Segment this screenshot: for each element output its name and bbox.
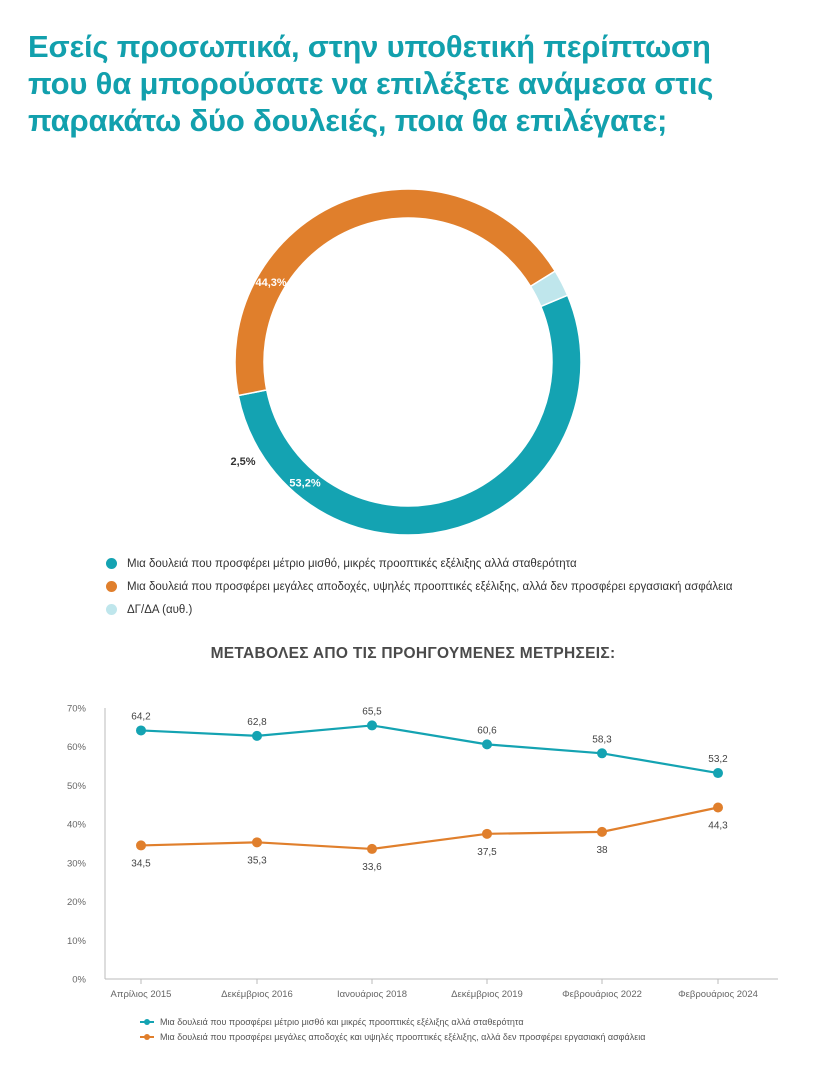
line-chart: 0% 10% 20% 30% 40% 50% 60% 70% Απρίλιος 2015 Δεκέ…	[67, 704, 778, 1000]
legend-label: Μια δουλειά που προσφέρει μέτριο μισθό κ…	[160, 1016, 524, 1027]
legend-dot-teal	[106, 558, 117, 569]
data-point	[136, 725, 146, 736]
data-point	[136, 840, 146, 851]
legend-label: Μια δουλειά που προσφέρει μεγάλες αποδοχ…	[127, 580, 733, 593]
legend-marker-teal	[140, 1018, 154, 1026]
data-point	[597, 826, 607, 837]
donut-data-label: 44,3%	[256, 277, 287, 289]
x-tick-label: Φεβρουάριος 2024	[678, 989, 758, 1000]
title-line: Εσείς προσωπικά, στην υποθετική περίπτωσ…	[28, 29, 711, 64]
x-tick-label: Φεβρουάριος 2022	[562, 989, 642, 1000]
series-line	[140, 806, 719, 851]
line-legend-item: Μια δουλειά που προσφέρει μεγάλες αποδοχ…	[140, 1029, 645, 1044]
data-point	[482, 739, 492, 750]
y-tick-label: 40%	[67, 820, 87, 831]
y-tick-label: 0%	[72, 975, 86, 986]
data-label: 37,5	[477, 847, 497, 858]
donut-legend-item: ΔΓ/ΔΑ (αυθ.)	[106, 598, 732, 621]
y-tick-label: 70%	[67, 704, 87, 715]
x-tick-label: Ιανουάριος 2018	[337, 989, 407, 1000]
legend-label: Μια δουλειά που προσφέρει μέτριο μισθό, …	[127, 557, 577, 570]
donut-slice	[529, 270, 569, 308]
legend-label: Μια δουλειά που προσφέρει μεγάλες αποδοχ…	[160, 1031, 646, 1042]
series-line	[140, 724, 719, 775]
y-tick-label: 60%	[67, 742, 87, 753]
data-point	[252, 730, 262, 741]
title-line: που θα μπορούσατε να επιλέξετε ανάμεσα σ…	[28, 66, 714, 101]
data-label: 65,5	[362, 706, 382, 717]
data-point	[482, 828, 492, 839]
donut-chart: 53,2% 44,3% 2,5%	[230, 188, 582, 536]
data-label: 34,5	[131, 858, 151, 869]
data-point	[367, 843, 377, 854]
data-label: 33,6	[362, 862, 382, 873]
data-label: 58,3	[592, 734, 612, 745]
line-chart-title: ΜΕΤΑΒΟΛΕΣ ΑΠΟ ΤΙΣ ΠΡΟΗΓΟΥΜΕΝΕΣ ΜΕΤΡΗΣΕΙΣ…	[210, 645, 616, 662]
x-tick-label: Απρίλιος 2015	[111, 989, 172, 1000]
data-point	[367, 720, 377, 731]
line-legend-item: Μια δουλειά που προσφέρει μέτριο μισθό κ…	[140, 1014, 645, 1029]
data-label: 60,6	[477, 725, 497, 736]
y-tick-label: 10%	[67, 936, 87, 947]
data-point	[713, 768, 723, 779]
line-legend: Μια δουλειά που προσφέρει μέτριο μισθό κ…	[140, 1014, 645, 1044]
donut-legend: Μια δουλειά που προσφέρει μέτριο μισθό, …	[106, 552, 732, 621]
y-tick-label: 20%	[67, 897, 87, 908]
title-line: παρακάτω δύο δουλειές, ποια θα επιλέγατε…	[28, 103, 668, 138]
data-label: 53,2	[708, 754, 728, 765]
data-label: 38	[596, 845, 608, 856]
x-tick-label: Δεκέμβριος 2016	[221, 989, 293, 1000]
legend-dot-light	[106, 604, 117, 615]
legend-marker-orange	[140, 1033, 154, 1041]
donut-data-label: 2,5%	[230, 456, 255, 468]
legend-label: ΔΓ/ΔΑ (αυθ.)	[127, 603, 193, 616]
donut-legend-item: Μια δουλειά που προσφέρει μεγάλες αποδοχ…	[106, 575, 732, 598]
data-point	[252, 837, 262, 848]
data-label: 62,8	[247, 717, 267, 728]
data-label: 64,2	[131, 711, 151, 722]
y-tick-label: 50%	[67, 781, 87, 792]
donut-data-label: 53,2%	[289, 477, 320, 489]
data-point	[597, 748, 607, 759]
x-tick-label: Δεκέμβριος 2019	[451, 989, 523, 1000]
page-title: Εσείς προσωπικά, στην υποθετική περίπτωσ…	[28, 28, 788, 139]
data-label: 44,3	[708, 820, 728, 831]
y-tick-label: 30%	[67, 858, 87, 869]
data-label: 35,3	[247, 855, 267, 866]
data-point	[713, 802, 723, 813]
legend-dot-orange	[106, 581, 117, 592]
donut-legend-item: Μια δουλειά που προσφέρει μέτριο μισθό, …	[106, 552, 732, 575]
